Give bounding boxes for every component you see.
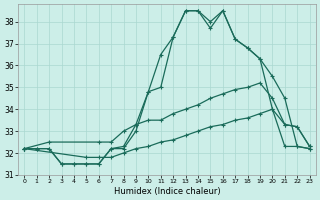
X-axis label: Humidex (Indice chaleur): Humidex (Indice chaleur) <box>114 187 220 196</box>
